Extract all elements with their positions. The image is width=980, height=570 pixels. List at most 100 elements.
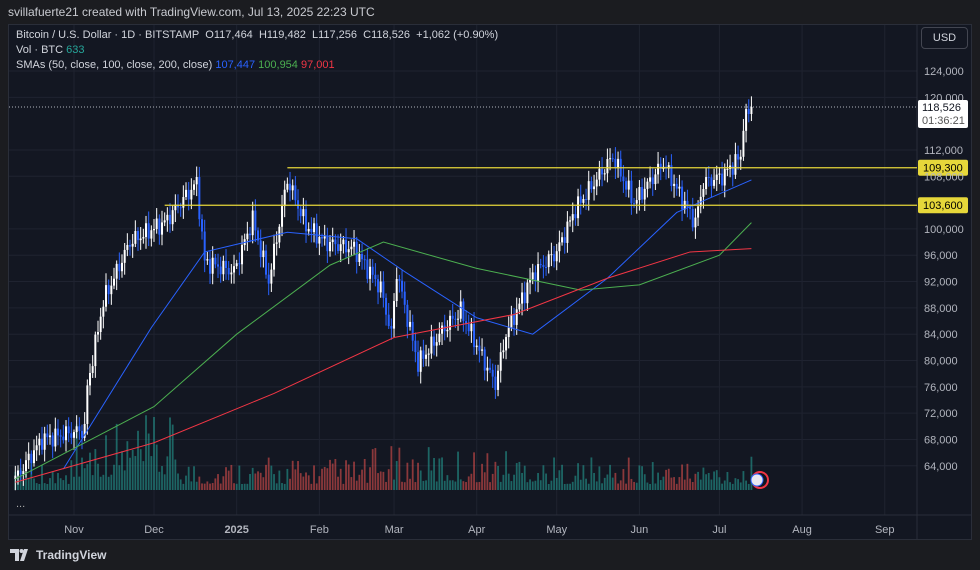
volume-bar: [433, 457, 435, 490]
volume-bar: [473, 452, 475, 490]
volume-bar: [641, 466, 643, 490]
candle-body: [270, 269, 273, 284]
volume-bar: [107, 476, 110, 490]
volume-bar: [166, 456, 169, 490]
volume-bar: [70, 460, 73, 490]
tradingview-logo: TradingView: [10, 548, 106, 562]
candle-body: [550, 254, 553, 256]
volume-bar: [491, 473, 494, 490]
candle-body: [163, 220, 166, 223]
candle-body: [94, 334, 97, 367]
volume-bar: [251, 467, 254, 490]
volume-bar: [507, 473, 510, 490]
candle-body: [507, 327, 510, 338]
volume-bar: [278, 470, 281, 490]
candle-body: [678, 186, 681, 189]
volume-bar: [377, 473, 379, 490]
volume-bar: [710, 479, 713, 490]
candle-body: [670, 165, 673, 186]
volume-bar: [563, 483, 566, 490]
candle-body: [649, 177, 652, 182]
candle-body: [689, 207, 692, 210]
candle-body: [297, 200, 300, 209]
volume-bar: [387, 469, 390, 490]
brand-name: TradingView: [36, 548, 107, 562]
volume-bar: [105, 435, 107, 490]
volume-bar: [726, 471, 729, 490]
candle-body: [321, 236, 324, 239]
candle-body: [675, 183, 678, 189]
candle-body: [134, 230, 137, 244]
volume-bar: [614, 472, 617, 490]
volume-bar: [414, 482, 417, 490]
candle-body: [657, 163, 660, 175]
candle-body: [510, 314, 513, 328]
volume-bar: [219, 483, 222, 490]
candle-body: [739, 156, 742, 160]
more-indicators-button[interactable]: ...: [16, 498, 26, 510]
candle-body: [563, 237, 566, 243]
volume-bar: [281, 483, 283, 490]
volume-bar: [171, 424, 174, 490]
ohlc-low: L117,256: [311, 29, 358, 41]
volume-bar: [441, 457, 443, 490]
volume-bar: [702, 467, 705, 490]
volume-row: Vol · BTC 633: [16, 43, 498, 58]
volume-bar: [257, 471, 259, 490]
candle-body: [345, 239, 348, 253]
volume-bar: [131, 449, 134, 490]
sma50-line: [62, 179, 752, 470]
candle-body: [582, 198, 585, 203]
volume-bar: [398, 447, 401, 490]
volume-bar: [475, 482, 478, 490]
candle-body: [46, 433, 49, 438]
price-chart[interactable]: 109,300103,600124,000120,000112,000108,0…: [0, 0, 980, 545]
candle-body: [329, 242, 332, 252]
candle-body: [686, 200, 689, 208]
candle-body: [694, 217, 697, 228]
candle-body: [187, 189, 190, 200]
candle-body: [281, 206, 284, 227]
candle-body: [227, 267, 230, 275]
volume-bar: [49, 478, 51, 490]
chart-credit: svillafuerte21 created with TradingView.…: [8, 5, 375, 19]
volume-bar: [659, 480, 662, 490]
price-tick-label: 124,000: [924, 66, 964, 78]
candle-body: [745, 109, 748, 131]
candle-body: [171, 210, 174, 225]
volume-bar: [41, 465, 43, 490]
volume-bar: [577, 463, 579, 490]
candle-body: [323, 236, 326, 239]
volume-bar: [737, 479, 739, 490]
candle-body: [169, 214, 172, 225]
volume-bar: [67, 483, 70, 490]
volume-bar: [739, 482, 742, 490]
candle-body: [499, 352, 502, 371]
candle-body: [379, 281, 382, 293]
volume-bar: [51, 471, 54, 490]
candle-body: [457, 318, 460, 320]
volume-bar: [723, 480, 726, 490]
volume-label[interactable]: Vol · BTC: [16, 44, 64, 56]
volume-bar: [622, 469, 625, 490]
volume-bar: [745, 480, 747, 490]
volume-bar: [99, 476, 102, 490]
volume-bar: [401, 481, 403, 490]
currency-button[interactable]: USD: [921, 27, 968, 49]
volume-bar: [65, 475, 67, 490]
volume-bar: [353, 461, 355, 490]
candle-body: [539, 264, 542, 266]
candle-body: [174, 204, 177, 211]
volume-bar: [670, 477, 673, 490]
sma-label[interactable]: SMAs (50, close, 100, close, 200, close): [16, 59, 213, 71]
volume-bar: [430, 470, 433, 490]
volume-bar: [161, 466, 163, 490]
symbol-name[interactable]: Bitcoin / U.S. Dollar · 1D · BITSTAMP: [16, 29, 200, 41]
candle-body: [427, 353, 430, 355]
volume-bar: [619, 480, 622, 490]
volume-bar: [78, 476, 81, 490]
candle-body: [705, 177, 708, 190]
volume-bar: [275, 483, 278, 490]
volume-value: 633: [66, 44, 85, 56]
volume-bar: [542, 465, 545, 490]
